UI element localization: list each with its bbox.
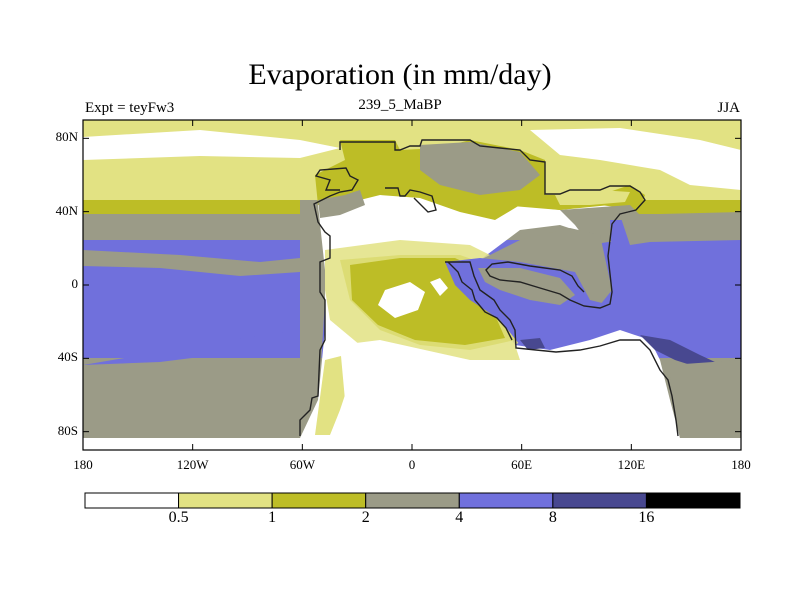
chart-title: Evaporation (in mm/day) (248, 58, 552, 91)
arctic-white-east (530, 128, 741, 190)
y-tick-label: 80N (55, 129, 78, 145)
colorbar (84, 492, 741, 509)
y-tick-label: 40S (57, 349, 78, 365)
coastline-laurasia-north (339, 139, 646, 213)
laurasia-yellow-patch (555, 190, 630, 205)
pacific-grey-tongue-south (83, 330, 310, 365)
y-tick-label: 0 (71, 276, 79, 291)
colorbar-swatch (552, 492, 647, 509)
east-blue (610, 220, 741, 358)
colorbar-label: 16 (638, 509, 655, 526)
colorbar-swatch (458, 492, 554, 509)
south-pangea-white-interior (330, 340, 672, 436)
y-tick-label: 80S (57, 422, 78, 438)
arctic-white-west (83, 130, 340, 160)
coastline-tethys (485, 211, 629, 309)
y-tick-label: 40N (55, 202, 78, 218)
laurasia-grey-interior (420, 142, 540, 195)
coastline-pangea-west (299, 167, 359, 436)
dark-blue-streak (640, 335, 715, 368)
colorbar-swatch (645, 492, 741, 509)
evaporation-field (83, 120, 741, 450)
coastline-tethys-south (445, 261, 679, 437)
colorbar-label: 8 (548, 509, 557, 526)
laurasia-grey-west (318, 190, 365, 218)
tethys-white-island (378, 282, 425, 318)
colorbar-label: 2 (361, 509, 370, 526)
x-tick-label: 120W (176, 457, 209, 472)
experiment-label: Expt = teyFw3 (85, 100, 175, 116)
x-tick-label: 180 (73, 457, 93, 472)
colorbar-label: 4 (455, 509, 464, 526)
pacific-grey-tongue-north (83, 250, 300, 276)
x-tick-label: 0 (408, 457, 416, 472)
x-tick-label: 180 (731, 457, 751, 472)
coastline-laurasia-peninsula (385, 187, 437, 213)
colorbar-swatch (84, 492, 180, 509)
x-tick-label: 60E (511, 457, 533, 472)
colorbar-label: 1 (268, 509, 277, 526)
period-label: 239_5_MaBP (358, 97, 442, 113)
coastline-outlines (299, 139, 679, 437)
north-yellow-strip (83, 165, 330, 195)
tethys-inner-grey (478, 268, 575, 305)
coastline-tethys-inner (447, 261, 513, 341)
southeast-grey (670, 360, 741, 438)
south-pangea-yellow (315, 355, 350, 435)
x-tick-label: 120E (617, 457, 646, 472)
east-grey-upper (620, 212, 741, 245)
colorbar-swatch (365, 492, 460, 509)
pangea-west-coast (83, 200, 325, 438)
tethys-white-island-2 (430, 278, 448, 296)
dark-blue-streak-2 (520, 338, 545, 350)
colorbar-label: 0.5 (168, 509, 189, 526)
colorbar-swatch (271, 492, 367, 509)
colorbar-swatch (178, 492, 273, 509)
axis-ticks (82, 120, 742, 450)
season-label: JJA (717, 100, 740, 116)
x-tick-label: 60W (289, 457, 315, 472)
